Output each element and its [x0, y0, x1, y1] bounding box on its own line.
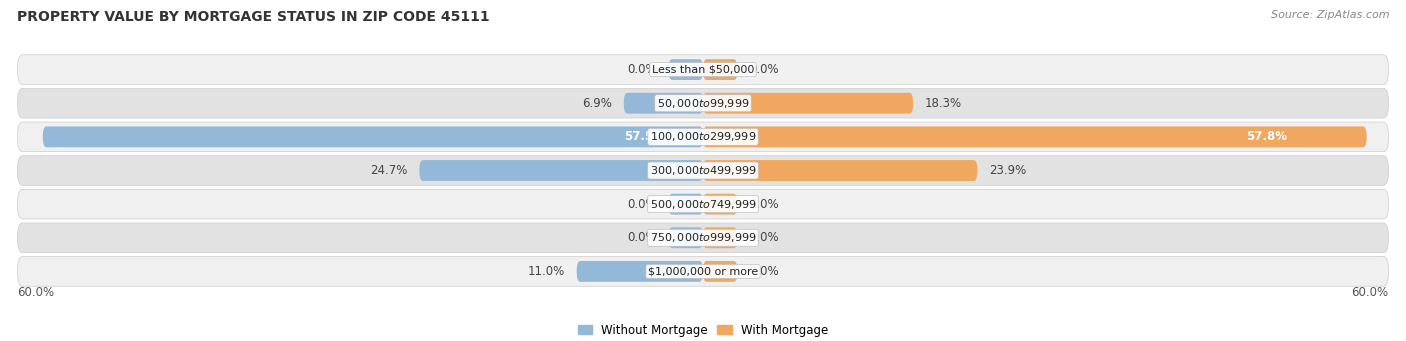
FancyBboxPatch shape [17, 88, 1389, 118]
FancyBboxPatch shape [17, 223, 1389, 253]
FancyBboxPatch shape [703, 59, 738, 80]
FancyBboxPatch shape [419, 160, 703, 181]
Text: 57.8%: 57.8% [1246, 130, 1286, 143]
FancyBboxPatch shape [669, 194, 703, 214]
FancyBboxPatch shape [703, 93, 912, 114]
Text: 60.0%: 60.0% [1351, 286, 1389, 299]
FancyBboxPatch shape [17, 256, 1389, 286]
FancyBboxPatch shape [703, 160, 977, 181]
FancyBboxPatch shape [17, 189, 1389, 219]
FancyBboxPatch shape [576, 261, 703, 282]
FancyBboxPatch shape [17, 156, 1389, 185]
FancyBboxPatch shape [703, 194, 738, 214]
FancyBboxPatch shape [42, 127, 703, 147]
Text: 0.0%: 0.0% [627, 231, 657, 244]
Text: 23.9%: 23.9% [988, 164, 1026, 177]
Text: $750,000 to $999,999: $750,000 to $999,999 [650, 231, 756, 244]
FancyBboxPatch shape [703, 127, 1367, 147]
Legend: Without Mortgage, With Mortgage: Without Mortgage, With Mortgage [574, 319, 832, 341]
FancyBboxPatch shape [17, 55, 1389, 85]
FancyBboxPatch shape [17, 122, 1389, 152]
Text: PROPERTY VALUE BY MORTGAGE STATUS IN ZIP CODE 45111: PROPERTY VALUE BY MORTGAGE STATUS IN ZIP… [17, 10, 489, 24]
Text: 18.3%: 18.3% [925, 97, 962, 110]
FancyBboxPatch shape [669, 227, 703, 248]
Text: 0.0%: 0.0% [749, 63, 779, 76]
Text: 0.0%: 0.0% [627, 198, 657, 211]
Text: 0.0%: 0.0% [749, 198, 779, 211]
Text: 11.0%: 11.0% [529, 265, 565, 278]
Text: 0.0%: 0.0% [749, 265, 779, 278]
Text: Less than $50,000: Less than $50,000 [652, 64, 754, 75]
Text: 24.7%: 24.7% [371, 164, 408, 177]
FancyBboxPatch shape [703, 261, 738, 282]
Text: 0.0%: 0.0% [749, 231, 779, 244]
Text: 6.9%: 6.9% [582, 97, 612, 110]
Text: 0.0%: 0.0% [627, 63, 657, 76]
Text: $100,000 to $299,999: $100,000 to $299,999 [650, 130, 756, 143]
Text: 60.0%: 60.0% [17, 286, 55, 299]
Text: $300,000 to $499,999: $300,000 to $499,999 [650, 164, 756, 177]
Text: $500,000 to $749,999: $500,000 to $749,999 [650, 198, 756, 211]
Text: $1,000,000 or more: $1,000,000 or more [648, 266, 758, 277]
FancyBboxPatch shape [669, 59, 703, 80]
FancyBboxPatch shape [624, 93, 703, 114]
Text: $50,000 to $99,999: $50,000 to $99,999 [657, 97, 749, 110]
FancyBboxPatch shape [703, 227, 738, 248]
Text: 57.5%: 57.5% [624, 130, 665, 143]
Text: Source: ZipAtlas.com: Source: ZipAtlas.com [1271, 10, 1389, 20]
